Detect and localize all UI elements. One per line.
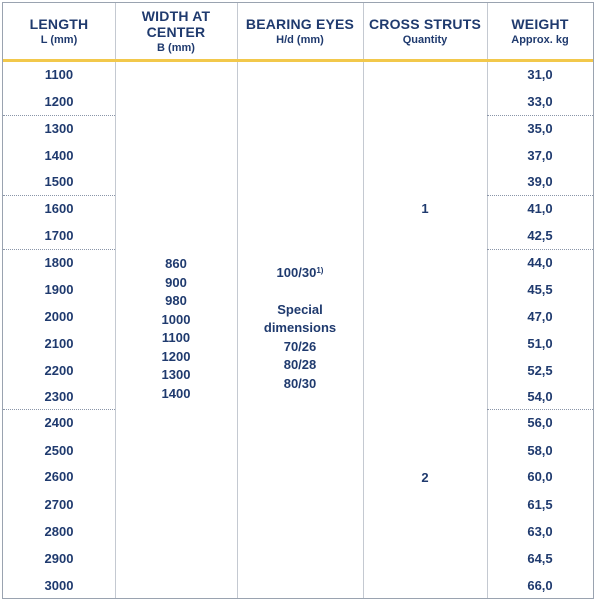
weight-cell: 35,0 xyxy=(527,121,553,136)
width-value: 1000 xyxy=(161,311,191,327)
length-cell: 1100 xyxy=(44,67,74,82)
length-cell: 2400 xyxy=(44,415,74,430)
header-length-unit: L (mm) xyxy=(40,33,78,46)
header-bearing-unit: H/d (mm) xyxy=(276,33,324,46)
bearing-alternative: 70/26 xyxy=(283,338,317,354)
header-width-title-line1: WIDTH AT xyxy=(141,7,211,24)
weight-cell: 39,0 xyxy=(527,174,553,189)
struts-quantity: 2 xyxy=(421,470,429,485)
weight-cell: 31,0 xyxy=(527,67,553,82)
length-cell: 2800 xyxy=(44,524,74,539)
length-cell: 2500 xyxy=(44,443,74,458)
weight-cell: 45,5 xyxy=(527,282,553,297)
length-cell: 1700 xyxy=(44,228,74,243)
header-length-title: LENGTH xyxy=(29,15,89,32)
header-weight-unit: Approx. kg xyxy=(511,33,569,46)
width-value: 980 xyxy=(165,293,187,308)
weight-cell: 33,0 xyxy=(527,94,553,109)
width-value: 1200 xyxy=(161,348,191,364)
length-cell: 1400 xyxy=(44,148,74,163)
length-cell: 2200 xyxy=(44,363,74,378)
bearing-main: 100/301) xyxy=(237,264,363,283)
length-cell: 2600 xyxy=(44,469,74,484)
header-struts-title: CROSS STRUTS xyxy=(368,15,482,32)
length-cell: 1900 xyxy=(44,282,74,297)
header-bearing: BEARING EYES H/d (mm) xyxy=(237,3,363,59)
width-values: 860 900 980 1000 1100 1200 1300 1400 xyxy=(115,255,237,403)
length-cell: 1500 xyxy=(44,174,74,189)
weight-cell: 56,0 xyxy=(527,415,553,430)
column-divider xyxy=(363,3,364,598)
group-separator xyxy=(487,195,593,196)
width-value: 1100 xyxy=(161,330,191,345)
header-rule xyxy=(3,59,593,62)
weight-cell: 63,0 xyxy=(527,524,553,539)
weight-cell: 58,0 xyxy=(527,443,553,458)
weight-cell: 61,5 xyxy=(527,497,553,512)
bearing-footnote-marker: 1) xyxy=(316,266,324,275)
bearing-spacer xyxy=(237,283,363,301)
group-separator xyxy=(487,115,593,116)
weight-cell: 64,5 xyxy=(527,551,553,566)
header-weight: WEIGHT Approx. kg xyxy=(487,3,593,59)
length-cell: 1200 xyxy=(44,94,74,109)
header-bearing-title: BEARING EYES xyxy=(245,15,355,32)
weight-cell: 47,0 xyxy=(527,309,553,324)
weight-cell: 52,5 xyxy=(527,363,553,378)
weight-cell: 54,0 xyxy=(527,389,553,404)
length-cell: 1600 xyxy=(44,201,74,216)
weight-cell: 42,5 xyxy=(527,228,553,243)
width-value: 900 xyxy=(165,274,187,290)
length-cell: 3000 xyxy=(44,578,74,593)
bearing-main-value: 100/30 xyxy=(276,265,317,280)
group-separator xyxy=(3,409,115,410)
length-cell: 1800 xyxy=(44,255,74,270)
weight-cell: 60,0 xyxy=(527,469,553,484)
header-width-unit: B (mm) xyxy=(157,41,195,54)
width-value: 1300 xyxy=(161,367,191,382)
width-value: 1400 xyxy=(161,385,191,401)
width-value: 860 xyxy=(165,256,187,271)
struts-quantity: 1 xyxy=(421,201,429,216)
header-width: WIDTH AT CENTER B (mm) xyxy=(115,3,237,59)
header-length: LENGTH L (mm) xyxy=(3,3,115,59)
column-divider xyxy=(237,3,238,598)
length-cell: 2900 xyxy=(44,551,74,566)
bearing-alternative: 80/28 xyxy=(283,357,317,372)
bearing-alternative: 80/30 xyxy=(283,375,317,391)
table-header: LENGTH L (mm) WIDTH AT CENTER B (mm) BEA… xyxy=(3,3,593,59)
group-separator xyxy=(487,409,593,410)
length-cell: 2000 xyxy=(44,309,74,324)
length-cell: 1300 xyxy=(44,121,74,136)
length-cell: 2300 xyxy=(44,389,74,404)
bearing-values: 100/301) Special dimensions 70/26 80/28 … xyxy=(237,264,363,393)
header-weight-title: WEIGHT xyxy=(511,15,569,32)
group-separator xyxy=(3,249,115,250)
weight-cell: 44,0 xyxy=(527,255,553,270)
header-struts: CROSS STRUTS Quantity xyxy=(363,3,487,59)
weight-cell: 37,0 xyxy=(527,148,553,163)
column-divider xyxy=(115,3,116,598)
weight-cell: 51,0 xyxy=(527,336,553,351)
header-width-title-line2: CENTER xyxy=(146,23,206,40)
bearing-special-label: Special xyxy=(277,301,323,317)
group-separator xyxy=(3,195,115,196)
header-struts-unit: Quantity xyxy=(402,33,448,46)
length-cell: 2700 xyxy=(44,497,74,512)
length-cell: 2100 xyxy=(44,336,74,351)
weight-cell: 41,0 xyxy=(527,201,553,216)
weight-cell: 66,0 xyxy=(527,578,553,593)
group-separator xyxy=(3,115,115,116)
column-divider xyxy=(487,3,488,598)
bearing-special-label: dimensions xyxy=(263,320,337,335)
group-separator xyxy=(487,249,593,250)
